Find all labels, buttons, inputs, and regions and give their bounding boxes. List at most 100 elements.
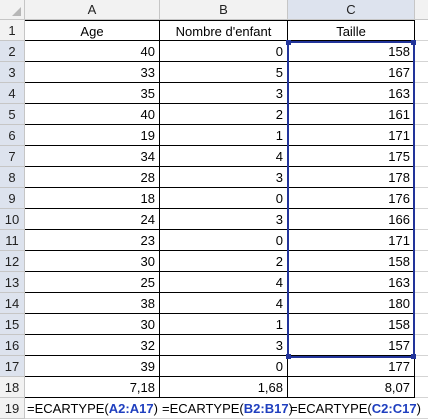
row-header-16[interactable]: 16 xyxy=(0,335,25,356)
header-cell-nombre-enfant[interactable]: Nombre d'enfant xyxy=(160,20,288,41)
cell-a15[interactable]: 30 xyxy=(25,314,160,335)
cell-b15[interactable]: 1 xyxy=(160,314,288,335)
row-header-11[interactable]: 11 xyxy=(0,230,25,251)
header-cell-taille[interactable]: Taille xyxy=(288,20,415,41)
cell-a9[interactable]: 18 xyxy=(25,188,160,209)
cell-a8[interactable]: 28 xyxy=(25,167,160,188)
cell-a18-stdev[interactable]: 7,18 xyxy=(25,377,160,398)
cell-c17[interactable]: 177 xyxy=(288,356,415,377)
row-header-13[interactable]: 13 xyxy=(0,272,25,293)
cell-a11[interactable]: 23 xyxy=(25,230,160,251)
formula-text-a19[interactable]: =ECARTYPE(A2:A17) xyxy=(25,398,160,419)
cell-b13[interactable]: 4 xyxy=(160,272,288,293)
cell-a14[interactable]: 38 xyxy=(25,293,160,314)
cell-b8[interactable]: 3 xyxy=(160,167,288,188)
cell-a2[interactable]: 40 xyxy=(25,41,160,62)
cell-d6[interactable] xyxy=(415,125,428,146)
cell-b3[interactable]: 5 xyxy=(160,62,288,83)
cell-a13[interactable]: 25 xyxy=(25,272,160,293)
cell-c18-stdev[interactable]: 8,07 xyxy=(288,377,415,398)
cell-d8[interactable] xyxy=(415,167,428,188)
cell-c9[interactable]: 176 xyxy=(288,188,415,209)
cell-b10[interactable]: 3 xyxy=(160,209,288,230)
cell-c7[interactable]: 175 xyxy=(288,146,415,167)
row-header-18[interactable]: 18 xyxy=(0,377,25,398)
cell-c15[interactable]: 158 xyxy=(288,314,415,335)
cell-a4[interactable]: 35 xyxy=(25,83,160,104)
cell-b16[interactable]: 3 xyxy=(160,335,288,356)
cell-a17[interactable]: 39 xyxy=(25,356,160,377)
column-header-b[interactable]: B xyxy=(160,0,288,19)
cell-d15[interactable] xyxy=(415,314,428,335)
cell-d13[interactable] xyxy=(415,272,428,293)
cell-c8[interactable]: 178 xyxy=(288,167,415,188)
row-header-17[interactable]: 17 xyxy=(0,356,25,377)
cell-c4[interactable]: 163 xyxy=(288,83,415,104)
cell-d10[interactable] xyxy=(415,209,428,230)
cell-d14[interactable] xyxy=(415,293,428,314)
header-cell-age[interactable]: Age xyxy=(25,20,160,41)
cell-b14[interactable]: 4 xyxy=(160,293,288,314)
cell-d1[interactable] xyxy=(415,20,428,41)
cell-d3[interactable] xyxy=(415,62,428,83)
cell-c6[interactable]: 171 xyxy=(288,125,415,146)
cell-b18-stdev[interactable]: 1,68 xyxy=(160,377,288,398)
cell-b5[interactable]: 2 xyxy=(160,104,288,125)
row-header-5[interactable]: 5 xyxy=(0,104,25,125)
column-header-c[interactable]: C xyxy=(288,0,415,19)
cell-a7[interactable]: 34 xyxy=(25,146,160,167)
row-header-1[interactable]: 1 xyxy=(0,20,25,41)
cell-a5[interactable]: 40 xyxy=(25,104,160,125)
cell-b6[interactable]: 1 xyxy=(160,125,288,146)
formula-text-c19[interactable]: =ECARTYPE(C2:C17) xyxy=(288,398,421,419)
cell-d4[interactable] xyxy=(415,83,428,104)
row-header-8[interactable]: 8 xyxy=(0,167,25,188)
row-header-4[interactable]: 4 xyxy=(0,83,25,104)
column-header-a[interactable]: A xyxy=(25,0,160,19)
cell-d9[interactable] xyxy=(415,188,428,209)
cell-b2[interactable]: 0 xyxy=(160,41,288,62)
row-header-15[interactable]: 15 xyxy=(0,314,25,335)
row-header-6[interactable]: 6 xyxy=(0,125,25,146)
cell-b9[interactable]: 0 xyxy=(160,188,288,209)
row-header-7[interactable]: 7 xyxy=(0,146,25,167)
cell-c12[interactable]: 158 xyxy=(288,251,415,272)
row-header-12[interactable]: 12 xyxy=(0,251,25,272)
cell-c14[interactable]: 180 xyxy=(288,293,415,314)
cell-c2[interactable]: 158 xyxy=(288,41,415,62)
row-header-3[interactable]: 3 xyxy=(0,62,25,83)
formula-text-b19[interactable]: =ECARTYPE(B2:B17) xyxy=(160,398,293,419)
cell-c13[interactable]: 163 xyxy=(288,272,415,293)
cell-b4[interactable]: 3 xyxy=(160,83,288,104)
select-all-corner[interactable] xyxy=(0,0,25,19)
cell-a16[interactable]: 32 xyxy=(25,335,160,356)
row-header-9[interactable]: 9 xyxy=(0,188,25,209)
cell-a12[interactable]: 30 xyxy=(25,251,160,272)
cell-d7[interactable] xyxy=(415,146,428,167)
cell-c11[interactable]: 171 xyxy=(288,230,415,251)
row-header-14[interactable]: 14 xyxy=(0,293,25,314)
cell-c5[interactable]: 161 xyxy=(288,104,415,125)
column-header-d[interactable] xyxy=(415,0,428,19)
cell-a10[interactable]: 24 xyxy=(25,209,160,230)
cell-d12[interactable] xyxy=(415,251,428,272)
cell-c10[interactable]: 166 xyxy=(288,209,415,230)
cell-b11[interactable]: 0 xyxy=(160,230,288,251)
cell-d2[interactable] xyxy=(415,41,428,62)
row-header-2[interactable]: 2 xyxy=(0,41,25,62)
cell-c16[interactable]: 157 xyxy=(288,335,415,356)
cell-d16[interactable] xyxy=(415,335,428,356)
cell-b7[interactable]: 4 xyxy=(160,146,288,167)
cell-c3[interactable]: 167 xyxy=(288,62,415,83)
cell-b17[interactable]: 0 xyxy=(160,356,288,377)
row-header-19[interactable]: 19 xyxy=(0,398,25,419)
cell-d19[interactable] xyxy=(415,398,428,419)
cell-a6[interactable]: 19 xyxy=(25,125,160,146)
row-header-10[interactable]: 10 xyxy=(0,209,25,230)
cell-d18[interactable] xyxy=(415,377,428,398)
cell-a3[interactable]: 33 xyxy=(25,62,160,83)
cell-d17[interactable] xyxy=(415,356,428,377)
cell-d11[interactable] xyxy=(415,230,428,251)
cell-b12[interactable]: 2 xyxy=(160,251,288,272)
cell-d5[interactable] xyxy=(415,104,428,125)
